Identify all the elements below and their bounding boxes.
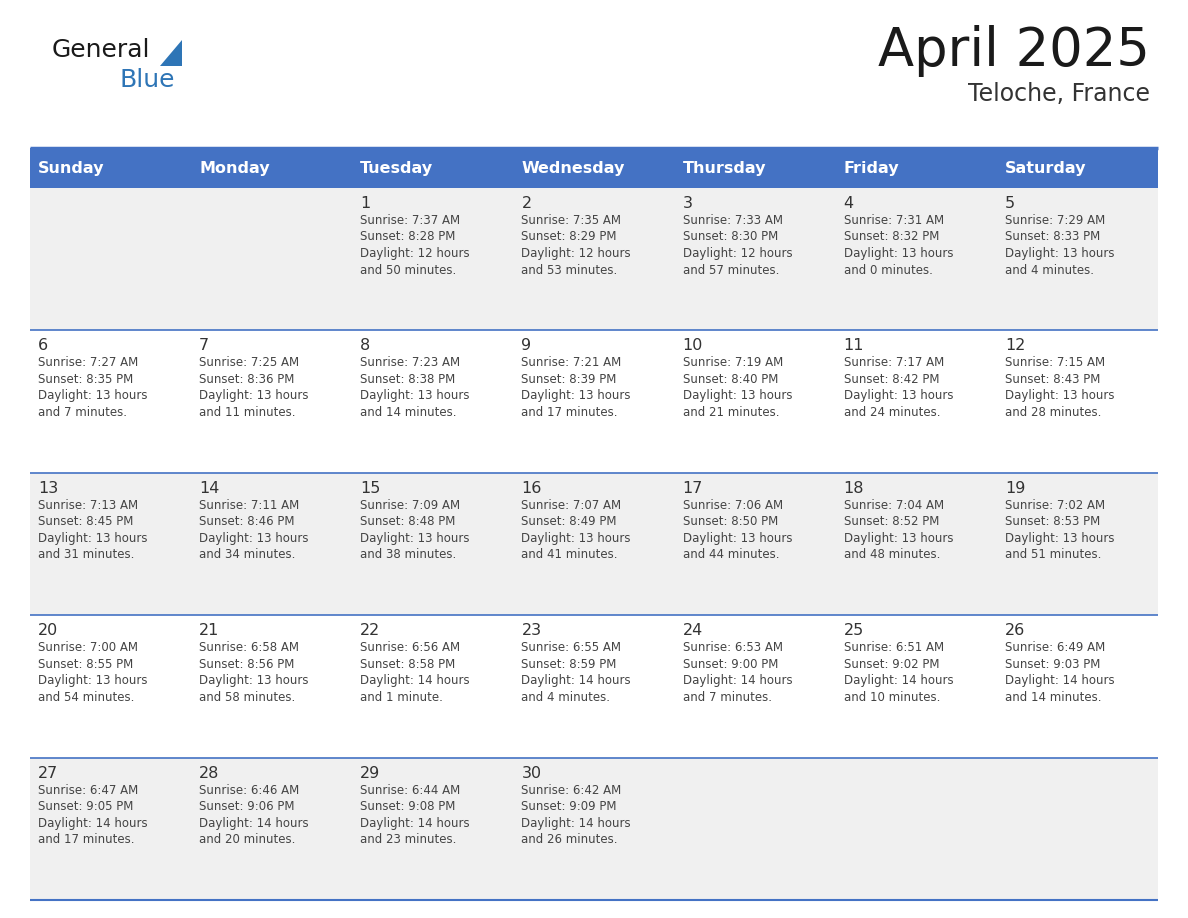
Bar [30,615,1158,757]
Text: 12: 12 [1005,339,1025,353]
Text: Saturday: Saturday [1005,161,1086,175]
Text: 23: 23 [522,623,542,638]
Text: 9: 9 [522,339,531,353]
Bar [997,148,1158,188]
Text: 1: 1 [360,196,371,211]
Text: 29: 29 [360,766,380,780]
Text: 10: 10 [683,339,703,353]
Text: 17: 17 [683,481,703,496]
Text: Sunrise: 6:42 AM
Sunset: 9:09 PM
Daylight: 14 hours
and 26 minutes.: Sunrise: 6:42 AM Sunset: 9:09 PM Dayligh… [522,784,631,846]
Text: 21: 21 [200,623,220,638]
Text: Sunrise: 7:23 AM
Sunset: 8:38 PM
Daylight: 13 hours
and 14 minutes.: Sunrise: 7:23 AM Sunset: 8:38 PM Dayligh… [360,356,469,419]
Text: Sunrise: 7:11 AM
Sunset: 8:46 PM
Daylight: 13 hours
and 34 minutes.: Sunrise: 7:11 AM Sunset: 8:46 PM Dayligh… [200,498,309,561]
Text: Sunrise: 6:46 AM
Sunset: 9:06 PM
Daylight: 14 hours
and 20 minutes.: Sunrise: 6:46 AM Sunset: 9:06 PM Dayligh… [200,784,309,846]
Text: Sunrise: 7:07 AM
Sunset: 8:49 PM
Daylight: 13 hours
and 41 minutes.: Sunrise: 7:07 AM Sunset: 8:49 PM Dayligh… [522,498,631,561]
Text: 25: 25 [843,623,864,638]
Text: 3: 3 [683,196,693,211]
Text: Sunrise: 7:35 AM
Sunset: 8:29 PM
Daylight: 12 hours
and 53 minutes.: Sunrise: 7:35 AM Sunset: 8:29 PM Dayligh… [522,214,631,276]
Text: Sunrise: 7:06 AM
Sunset: 8:50 PM
Daylight: 13 hours
and 44 minutes.: Sunrise: 7:06 AM Sunset: 8:50 PM Dayligh… [683,498,792,561]
Text: 4: 4 [843,196,854,211]
Polygon shape [160,40,182,66]
Text: Blue: Blue [120,68,176,92]
Text: 6: 6 [38,339,49,353]
Text: 19: 19 [1005,481,1025,496]
Text: Sunrise: 7:37 AM
Sunset: 8:28 PM
Daylight: 12 hours
and 50 minutes.: Sunrise: 7:37 AM Sunset: 8:28 PM Dayligh… [360,214,470,276]
Text: Sunrise: 6:44 AM
Sunset: 9:08 PM
Daylight: 14 hours
and 23 minutes.: Sunrise: 6:44 AM Sunset: 9:08 PM Dayligh… [360,784,470,846]
Text: Monday: Monday [200,161,270,175]
Text: Sunrise: 6:56 AM
Sunset: 8:58 PM
Daylight: 14 hours
and 1 minute.: Sunrise: 6:56 AM Sunset: 8:58 PM Dayligh… [360,641,470,704]
Text: Sunrise: 7:33 AM
Sunset: 8:30 PM
Daylight: 12 hours
and 57 minutes.: Sunrise: 7:33 AM Sunset: 8:30 PM Dayligh… [683,214,792,276]
Text: Friday: Friday [843,161,899,175]
Text: 18: 18 [843,481,864,496]
Bar [30,148,191,188]
Text: Sunrise: 6:47 AM
Sunset: 9:05 PM
Daylight: 14 hours
and 17 minutes.: Sunrise: 6:47 AM Sunset: 9:05 PM Dayligh… [38,784,147,846]
Text: Sunrise: 7:25 AM
Sunset: 8:36 PM
Daylight: 13 hours
and 11 minutes.: Sunrise: 7:25 AM Sunset: 8:36 PM Dayligh… [200,356,309,419]
Text: 13: 13 [38,481,58,496]
Bar [30,188,1158,330]
Text: Wednesday: Wednesday [522,161,625,175]
Text: Sunrise: 7:02 AM
Sunset: 8:53 PM
Daylight: 13 hours
and 51 minutes.: Sunrise: 7:02 AM Sunset: 8:53 PM Dayligh… [1005,498,1114,561]
Text: 16: 16 [522,481,542,496]
Text: Sunrise: 7:27 AM
Sunset: 8:35 PM
Daylight: 13 hours
and 7 minutes.: Sunrise: 7:27 AM Sunset: 8:35 PM Dayligh… [38,356,147,419]
Bar [30,330,1158,473]
Text: 28: 28 [200,766,220,780]
Text: 5: 5 [1005,196,1015,211]
Text: Sunrise: 6:53 AM
Sunset: 9:00 PM
Daylight: 14 hours
and 7 minutes.: Sunrise: 6:53 AM Sunset: 9:00 PM Dayligh… [683,641,792,704]
Bar [30,757,1158,900]
Text: Sunrise: 6:58 AM
Sunset: 8:56 PM
Daylight: 13 hours
and 58 minutes.: Sunrise: 6:58 AM Sunset: 8:56 PM Dayligh… [200,641,309,704]
Text: Sunrise: 6:49 AM
Sunset: 9:03 PM
Daylight: 14 hours
and 14 minutes.: Sunrise: 6:49 AM Sunset: 9:03 PM Dayligh… [1005,641,1114,704]
Text: Sunrise: 6:55 AM
Sunset: 8:59 PM
Daylight: 14 hours
and 4 minutes.: Sunrise: 6:55 AM Sunset: 8:59 PM Dayligh… [522,641,631,704]
Bar [30,473,1158,615]
Text: 8: 8 [360,339,371,353]
Text: 20: 20 [38,623,58,638]
Text: Sunrise: 6:51 AM
Sunset: 9:02 PM
Daylight: 14 hours
and 10 minutes.: Sunrise: 6:51 AM Sunset: 9:02 PM Dayligh… [843,641,953,704]
Text: 15: 15 [360,481,380,496]
Text: 22: 22 [360,623,380,638]
Text: Thursday: Thursday [683,161,766,175]
Text: Sunrise: 7:13 AM
Sunset: 8:45 PM
Daylight: 13 hours
and 31 minutes.: Sunrise: 7:13 AM Sunset: 8:45 PM Dayligh… [38,498,147,561]
Text: Sunrise: 7:21 AM
Sunset: 8:39 PM
Daylight: 13 hours
and 17 minutes.: Sunrise: 7:21 AM Sunset: 8:39 PM Dayligh… [522,356,631,419]
Text: Sunrise: 7:19 AM
Sunset: 8:40 PM
Daylight: 13 hours
and 21 minutes.: Sunrise: 7:19 AM Sunset: 8:40 PM Dayligh… [683,356,792,419]
Bar [353,148,513,188]
Text: Sunrise: 7:29 AM
Sunset: 8:33 PM
Daylight: 13 hours
and 4 minutes.: Sunrise: 7:29 AM Sunset: 8:33 PM Dayligh… [1005,214,1114,276]
Text: 30: 30 [522,766,542,780]
Text: 24: 24 [683,623,703,638]
Text: Sunrise: 7:04 AM
Sunset: 8:52 PM
Daylight: 13 hours
and 48 minutes.: Sunrise: 7:04 AM Sunset: 8:52 PM Dayligh… [843,498,953,561]
Text: April 2025: April 2025 [878,25,1150,77]
Text: 27: 27 [38,766,58,780]
Text: Tuesday: Tuesday [360,161,434,175]
Text: 11: 11 [843,339,864,353]
Text: Sunrise: 7:15 AM
Sunset: 8:43 PM
Daylight: 13 hours
and 28 minutes.: Sunrise: 7:15 AM Sunset: 8:43 PM Dayligh… [1005,356,1114,419]
Text: Sunrise: 7:17 AM
Sunset: 8:42 PM
Daylight: 13 hours
and 24 minutes.: Sunrise: 7:17 AM Sunset: 8:42 PM Dayligh… [843,356,953,419]
Text: Teloche, France: Teloche, France [968,82,1150,106]
Text: Sunrise: 7:00 AM
Sunset: 8:55 PM
Daylight: 13 hours
and 54 minutes.: Sunrise: 7:00 AM Sunset: 8:55 PM Dayligh… [38,641,147,704]
Text: 7: 7 [200,339,209,353]
Text: Sunrise: 7:09 AM
Sunset: 8:48 PM
Daylight: 13 hours
and 38 minutes.: Sunrise: 7:09 AM Sunset: 8:48 PM Dayligh… [360,498,469,561]
Text: Sunday: Sunday [38,161,105,175]
Bar [835,148,997,188]
Text: Sunrise: 7:31 AM
Sunset: 8:32 PM
Daylight: 13 hours
and 0 minutes.: Sunrise: 7:31 AM Sunset: 8:32 PM Dayligh… [843,214,953,276]
Text: 26: 26 [1005,623,1025,638]
Bar [675,148,835,188]
Text: 14: 14 [200,481,220,496]
Text: General: General [52,38,151,62]
Bar [513,148,675,188]
Bar [191,148,353,188]
Text: 2: 2 [522,196,531,211]
